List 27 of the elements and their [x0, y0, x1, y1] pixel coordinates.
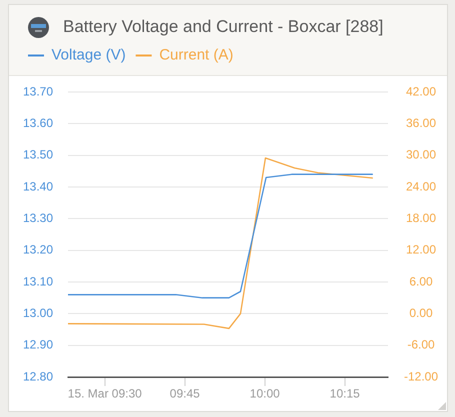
y2-tick-label: 42.00	[406, 84, 436, 98]
y-tick-label: 13.00	[22, 306, 54, 320]
y-tick-label: 13.70	[22, 84, 54, 98]
y2-tick-label: 18.00	[406, 210, 436, 225]
y-tick-label: 13.10	[22, 274, 54, 288]
x-tick-label: 15. Mar 09:30	[68, 386, 142, 401]
chart-title: Battery Voltage and Current - Boxcar [288]	[63, 16, 384, 38]
y-tick-label: 13.20	[22, 242, 54, 257]
y-tick-label: 12.90	[22, 338, 54, 352]
y-tick-label: 13.50	[22, 148, 54, 162]
x-tick-label: 10:15	[330, 386, 360, 401]
y2-tick-label: 36.00	[406, 116, 436, 130]
y2-tick-label: 30.00	[406, 148, 436, 162]
legend-label: Current (A)	[159, 46, 234, 64]
y2-tick-label: -6.00	[407, 338, 436, 352]
y-tick-label: 13.60	[22, 116, 54, 130]
x-tick-label: 09:45	[170, 386, 200, 401]
y2-tick-label: 6.00	[409, 274, 434, 288]
y-tick-label: 13.30	[22, 210, 54, 225]
x-tick-label: 10:00	[250, 386, 280, 401]
y2-tick-label: 0.00	[409, 306, 434, 320]
y-tick-label: 12.80	[22, 369, 54, 384]
y2-tick-label: 12.00	[406, 242, 436, 257]
legend-label: Voltage (V)	[52, 46, 126, 64]
y2-tick-label: -12.00	[404, 369, 438, 384]
y-tick-label: 13.40	[22, 179, 54, 194]
y2-tick-label: 24.00	[406, 179, 436, 194]
